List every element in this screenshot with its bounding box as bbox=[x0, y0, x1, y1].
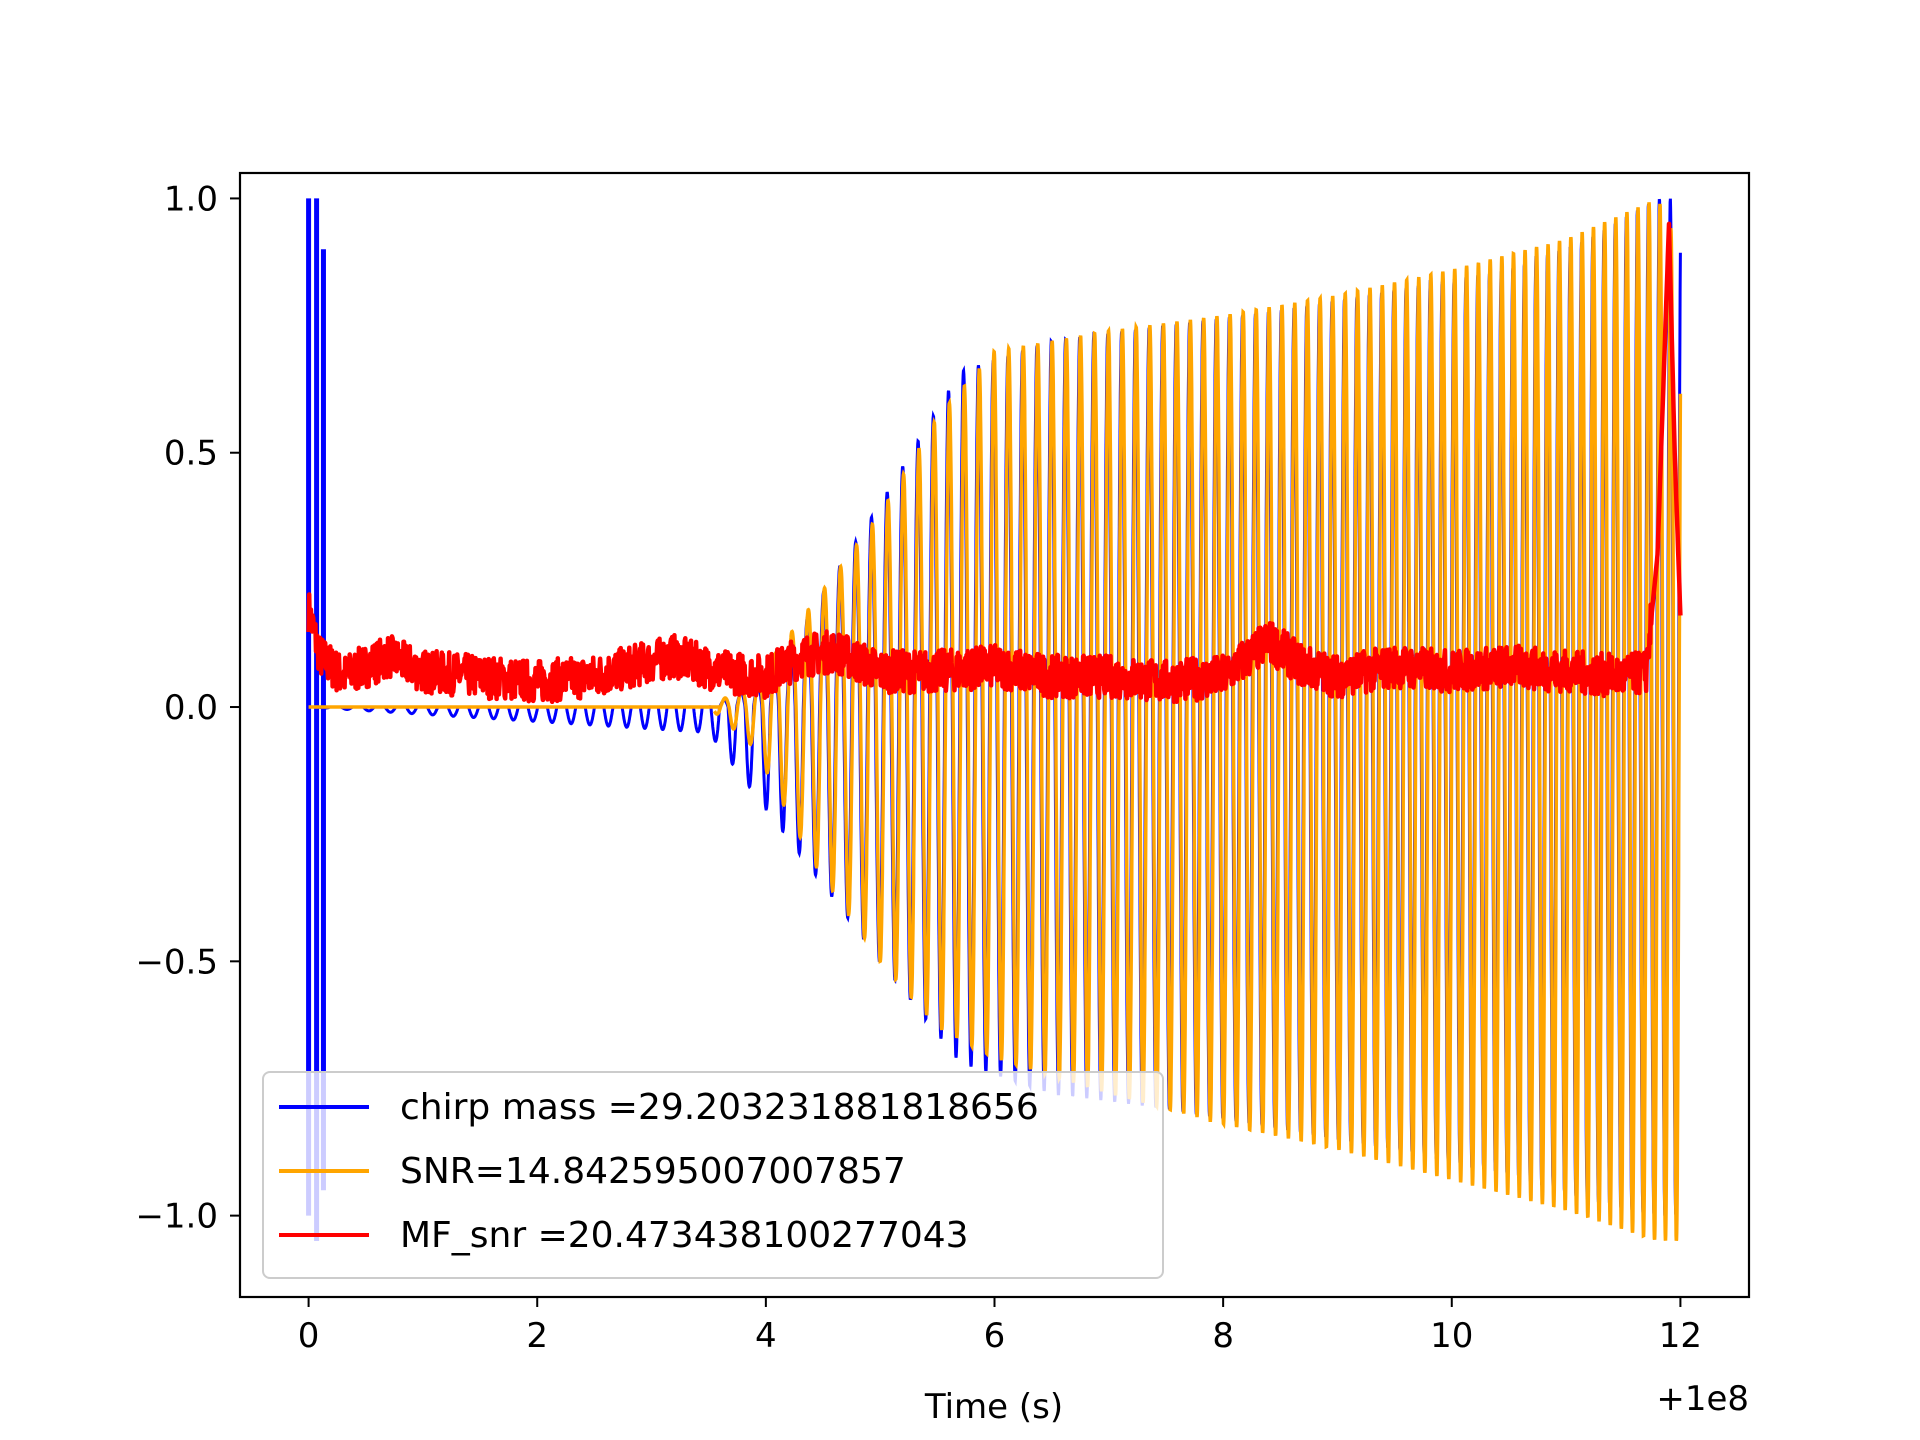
x-tick-label: 6 bbox=[984, 1316, 1006, 1356]
x-tick-label: 2 bbox=[526, 1316, 548, 1356]
y-axis-ticks: −1.0 −0.5 0.0 0.5 1.0 bbox=[135, 179, 240, 1237]
series-mf-snr bbox=[306, 221, 1683, 705]
axes: 0 2 4 6 8 10 12 −1.0 −0.5 0.0 0.5 1.0 bbox=[135, 171, 1751, 1356]
x-tick-label: 0 bbox=[298, 1316, 320, 1356]
mf-snr-trace bbox=[306, 221, 1683, 705]
legend: chirp mass =29.203231881818656 SNR=14.84… bbox=[262, 1071, 1164, 1279]
y-tick-label: −1.0 bbox=[135, 1197, 218, 1237]
snr-trace bbox=[712, 202, 1683, 1242]
y-tick-label: −0.5 bbox=[135, 942, 218, 982]
legend-label-chirp-mass: chirp mass =29.203231881818656 bbox=[400, 1087, 1039, 1128]
x-axis-label: Time (s) bbox=[924, 1387, 1063, 1427]
x-axis-offset-label: +1e8 bbox=[1656, 1379, 1749, 1419]
y-tick-label: 0.0 bbox=[164, 688, 218, 728]
x-tick-label: 12 bbox=[1659, 1316, 1702, 1356]
legend-box bbox=[262, 1071, 1164, 1279]
x-tick-label: 10 bbox=[1430, 1316, 1473, 1356]
legend-label-snr: SNR=14.842595007007857 bbox=[400, 1151, 906, 1192]
legend-label-mf-snr: MF_snr =20.473438100277043 bbox=[400, 1215, 969, 1256]
plot-area bbox=[306, 198, 1683, 1242]
y-tick-label: 1.0 bbox=[164, 179, 218, 219]
x-tick-label: 4 bbox=[755, 1316, 777, 1356]
series-snr bbox=[308, 202, 1683, 1242]
y-tick-label: 0.5 bbox=[164, 434, 218, 474]
x-tick-label: 8 bbox=[1212, 1316, 1234, 1356]
x-axis-ticks: 0 2 4 6 8 10 12 bbox=[298, 1297, 1702, 1356]
